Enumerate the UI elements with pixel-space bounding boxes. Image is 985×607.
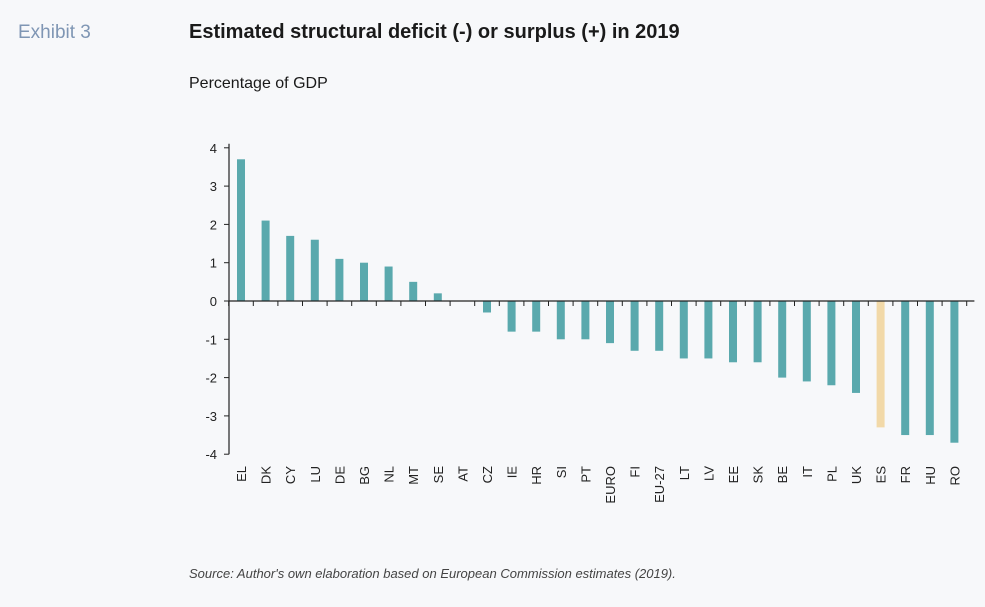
- y-tick-label: -3: [205, 409, 217, 424]
- bar-ie: [507, 301, 516, 332]
- y-tick-label: 0: [210, 294, 217, 309]
- bar-hr: [532, 301, 541, 332]
- bar-lu: [310, 239, 319, 301]
- bar-uk: [852, 301, 860, 393]
- x-tick-label: PL: [824, 466, 839, 482]
- bar-si: [556, 301, 565, 340]
- x-tick-label: FI: [628, 466, 643, 478]
- x-tick-label: EU-27: [652, 466, 667, 503]
- x-tick-label: EURO: [603, 466, 618, 504]
- x-tick-label: HU: [923, 466, 938, 485]
- x-tick-label: MT: [406, 466, 421, 485]
- y-tick-label: -1: [205, 332, 217, 347]
- x-axis: [228, 300, 975, 306]
- y-tick-label: 2: [210, 217, 217, 232]
- bar-dk: [261, 220, 270, 301]
- chart-subtitle: Percentage of GDP: [189, 75, 328, 92]
- x-tick-label: DE: [332, 466, 347, 484]
- x-tick-label: LT: [677, 466, 692, 480]
- x-tick-label: RO: [947, 466, 962, 486]
- bar-eu-27: [655, 301, 664, 351]
- x-tick-label: ES: [874, 466, 889, 484]
- bar-lt: [679, 301, 688, 359]
- x-tick-label: IE: [505, 466, 520, 479]
- x-tick-labels: EL DK CY LU DE BG NL MT SE AT CZ IE HR SI PT EURO FI EU-2…: [234, 466, 962, 504]
- bar-es: [876, 301, 885, 428]
- x-tick-label: CY: [283, 466, 298, 484]
- x-tick-label: AT: [455, 466, 470, 482]
- bar-mt: [409, 281, 418, 301]
- bar-se: [433, 293, 442, 301]
- x-tick-label: LU: [308, 466, 323, 483]
- x-tick-label: EE: [726, 466, 741, 484]
- bar-it: [802, 301, 811, 382]
- chart-title: Estimated structural deficit (-) or surp…: [189, 21, 680, 43]
- x-tick-label: PT: [578, 466, 593, 483]
- bar-cy: [286, 235, 295, 301]
- bar-ro: [950, 301, 959, 443]
- x-tick-label: CZ: [480, 466, 495, 483]
- bar-fi: [630, 301, 639, 351]
- bar-ee: [729, 301, 737, 363]
- y-tick-label: -4: [205, 447, 217, 462]
- x-tick-label: SK: [751, 466, 766, 484]
- bar-euro: [606, 301, 614, 344]
- x-tick-label: BG: [357, 466, 372, 485]
- x-tick-label: BE: [775, 466, 790, 484]
- bar-sk: [753, 301, 762, 363]
- source-note: Source: Author's own elaboration based o…: [189, 566, 676, 581]
- x-tick-label: DK: [259, 466, 274, 484]
- y-tick-label: 3: [210, 179, 217, 194]
- x-tick-label: UK: [849, 466, 864, 484]
- x-tick-label: IT: [800, 466, 815, 478]
- x-tick-label: HR: [529, 466, 544, 485]
- bar-hu: [925, 301, 934, 436]
- bar-pt: [581, 301, 590, 340]
- x-tick-label: SI: [554, 466, 569, 478]
- bar-el: [237, 159, 245, 301]
- bar-pl: [827, 301, 836, 386]
- x-tick-label: LV: [701, 466, 716, 481]
- x-tick-label: FR: [898, 466, 913, 483]
- exhibit-label: Exhibit 3: [18, 22, 91, 43]
- bar-cz: [483, 301, 491, 313]
- x-tick-label: SE: [431, 466, 446, 484]
- bar-be: [778, 301, 787, 378]
- bar-bg: [360, 262, 368, 301]
- bar-lv: [704, 301, 713, 359]
- y-tick-label: -2: [205, 371, 217, 386]
- bar-de: [335, 258, 344, 301]
- y-tick-label: 1: [210, 256, 217, 271]
- bars: [237, 159, 959, 443]
- bar-nl: [384, 266, 393, 301]
- x-tick-label: NL: [382, 466, 397, 483]
- y-tick-label: 4: [210, 141, 217, 156]
- bar-fr: [901, 301, 910, 436]
- x-tick-label: EL: [234, 466, 249, 482]
- y-axis: 4 3 2 1 0 -1 -2 -3 -4: [205, 141, 230, 462]
